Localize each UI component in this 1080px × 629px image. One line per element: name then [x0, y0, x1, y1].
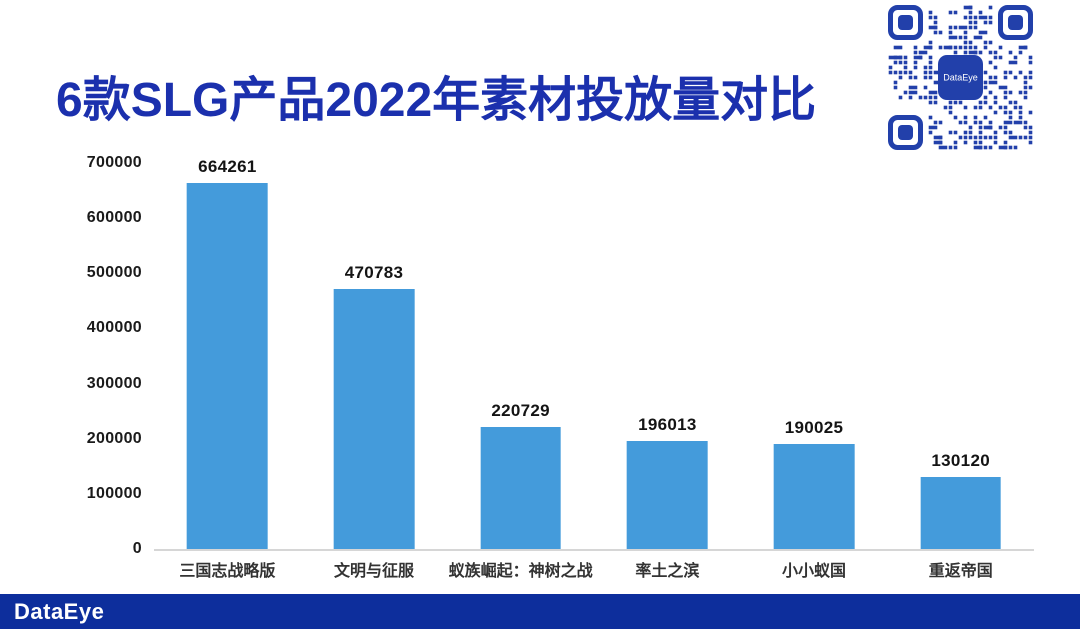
bar-value-label: 470783 — [344, 263, 404, 283]
y-tick-label: 300000 — [86, 374, 142, 392]
bar-column: 130120 — [887, 163, 1034, 549]
bar-value-label: 196013 — [638, 414, 697, 434]
bar — [333, 289, 415, 549]
y-tick-label: 500000 — [86, 264, 142, 282]
qr-center-logo — [938, 55, 983, 100]
bar-value-label: 130120 — [931, 451, 990, 471]
y-tick-label: 100000 — [86, 484, 142, 502]
x-axis-label: 文明与征服 — [334, 563, 415, 580]
bar — [480, 427, 561, 549]
bar-column: 196013 — [594, 163, 741, 549]
qr-center-label: DataEye — [943, 73, 978, 83]
x-axis-label: 三国志战略版 — [179, 563, 276, 580]
bar-value-label: 190025 — [784, 418, 844, 438]
y-tick-label: 600000 — [86, 209, 142, 227]
x-axis-label: 小小蚁国 — [782, 563, 847, 580]
qr-finder-pattern — [888, 5, 923, 40]
bar — [773, 444, 855, 549]
qr-finder-pattern — [888, 115, 923, 150]
y-tick-label: 0 — [132, 540, 142, 557]
bar-value-label: 664261 — [198, 156, 257, 176]
bar-column: 664261 — [154, 157, 301, 549]
bar — [920, 477, 1002, 549]
x-axis-label: 重返帝国 — [928, 563, 993, 580]
bar — [627, 440, 708, 549]
bar — [187, 182, 268, 549]
bar-chart: 700000 600000 500000 400000 300000 200000 1000… — [0, 150, 1080, 594]
footer-bar: DataEye — [0, 594, 1080, 629]
qr-finder-pattern — [998, 5, 1033, 40]
bar-column: 190025 — [741, 163, 888, 549]
dataeye-logo: DataEye — [14, 598, 105, 624]
y-tick-label: 400000 — [86, 319, 142, 337]
qr-code: DataEye — [888, 5, 1033, 150]
y-axis: 700000 600000 500000 400000 300000 200000 1000… — [0, 154, 146, 557]
x-axis-labels: 三国志战略版 文明与征服 蚁族崛起：神树之战 率土之滨 小小蚁国 重返帝国 — [154, 557, 1034, 581]
bar-value-label: 220729 — [491, 401, 550, 421]
y-tick-label: 700000 — [86, 154, 142, 171]
x-axis-label: 率土之滨 — [635, 563, 700, 580]
y-tick-label: 200000 — [86, 429, 142, 447]
plot-area: 664261 470783 220729 196013 190025 130120 — [154, 157, 1034, 551]
bar-column: 220729 — [447, 163, 594, 549]
x-axis-label: 蚁族崛起：神树之战 — [448, 563, 593, 580]
bar-column: 470783 — [301, 163, 448, 549]
page-title: 6款SLG产品2022年素材投放量对比 — [56, 74, 817, 128]
